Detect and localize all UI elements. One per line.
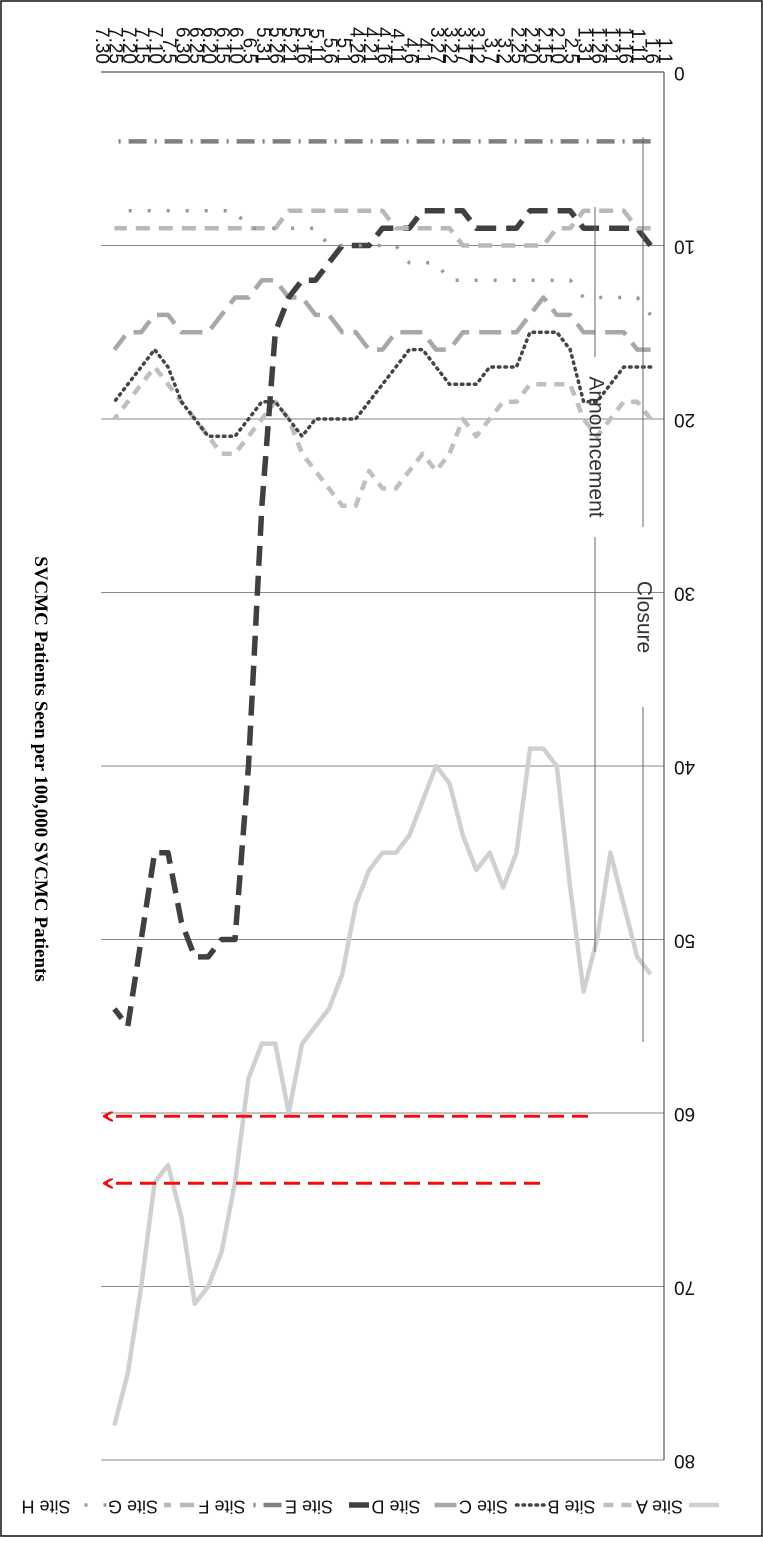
x-tick-label: 1.6: [641, 38, 662, 64]
x-tick-label: 3.7: [480, 38, 501, 64]
x-tick-label: 3.2: [493, 38, 514, 64]
x-tick-label: 6.15: [212, 27, 233, 64]
x-tick-label: 5.31: [252, 27, 273, 64]
series-line-site-c: [112, 330, 653, 439]
x-tick-label: 4.16: [372, 27, 393, 64]
y-tick-label: 40: [674, 756, 695, 777]
y-tick-label: 50: [674, 929, 695, 950]
x-tick-label: 1.26: [587, 27, 608, 64]
x-tick-label: 4.21: [359, 27, 380, 64]
y-tick-label: 70: [674, 1276, 695, 1297]
gridlines: [101, 71, 665, 1461]
x-tick-label: 5.26: [265, 27, 286, 64]
x-tick-label: 6.20: [198, 27, 219, 64]
x-tick-label: 1.31: [574, 27, 595, 64]
x-tick-label: 7.30: [91, 27, 112, 64]
x-tick-label: 1.11: [627, 28, 648, 64]
legend-label-site-h: Site H: [21, 1496, 70, 1516]
x-tick-label: 3.27: [426, 27, 447, 64]
series-line-site-a: [112, 746, 653, 1426]
legend-label-site-e: Site E: [285, 1496, 333, 1516]
x-tick-label: 4.1: [413, 38, 434, 64]
legend-label-site-c: Site C: [459, 1496, 508, 1516]
y-axis-title: SVCMC Patients Seen per 100,000 SVCMC Pa…: [30, 556, 51, 982]
y-tick-label: 80: [674, 1450, 695, 1471]
x-tick-label: 2.25: [507, 27, 528, 64]
x-tick-label: 5.6: [319, 38, 340, 64]
legend: Site A Site B Site C Site D Site E Site F Site…: [21, 1496, 719, 1516]
annotation-label-announcement: Announcement: [584, 376, 607, 517]
x-tick-label: 6.5: [238, 38, 259, 64]
x-tick-label: 5.1: [332, 38, 353, 64]
x-tick-label: 5.11: [305, 28, 326, 64]
x-tick-label: 2.10: [547, 27, 568, 64]
legend-label-site-f: Site F: [198, 1496, 245, 1516]
x-tick-label: 6.10: [225, 27, 246, 64]
y-tick-label: 0: [674, 62, 685, 83]
series-line-site-b: [112, 364, 653, 508]
x-tick-label: 4.6: [399, 38, 420, 64]
x-tick-label: 7.25: [104, 27, 125, 64]
legend-label-site-a: Site A: [636, 1496, 683, 1516]
x-tick-label: 1.21: [600, 27, 621, 64]
x-tick-label: 6.30: [171, 27, 192, 64]
x-tick-label: 1.1: [654, 38, 675, 64]
tick-labels: 0 10 20 30 40 50 60 70 80 1.11.61.111.161.211.261…: [91, 27, 695, 1471]
x-tick-label: 3.12: [466, 27, 487, 64]
x-tick-label: 5.21: [279, 27, 300, 64]
legend-label-site-g: Site G: [108, 1496, 158, 1516]
annotation-label-closure: Closure: [632, 581, 655, 653]
series-line-site-d: [112, 277, 651, 352]
legend-label-site-d: Site D: [371, 1496, 420, 1516]
x-tick-label: 6.25: [185, 27, 206, 64]
legend-label-site-b: Site B: [547, 1496, 595, 1516]
x-tick-label: 5.16: [292, 27, 313, 64]
series-line-site-g: [114, 208, 651, 248]
x-tick-label: 7.20: [118, 27, 139, 64]
y-tick-label: 60: [674, 1103, 695, 1124]
x-tick-label: 2.5: [560, 38, 581, 64]
annotations: Announcement Closure: [105, 137, 655, 1183]
y-tick-label: 30: [674, 582, 695, 603]
x-tick-label: 4.26: [346, 27, 367, 64]
series-lines: [112, 139, 653, 1426]
x-tick-label: 7.15: [131, 27, 152, 64]
x-tick-label: 4.11: [386, 28, 407, 64]
x-tick-label: 2.15: [533, 27, 554, 64]
x-tick-label: 3.17: [453, 27, 474, 64]
x-tick-label: 7.5: [158, 38, 179, 64]
x-tick-label: 1.16: [614, 27, 635, 64]
x-tick-label: 2.20: [520, 27, 541, 64]
x-tick-label: 3.22: [440, 27, 461, 64]
y-tick-label: 10: [674, 235, 695, 256]
series-line-site-e: [112, 208, 653, 1029]
y-tick-label: 20: [674, 409, 695, 430]
x-tick-label: 7.10: [145, 27, 166, 64]
